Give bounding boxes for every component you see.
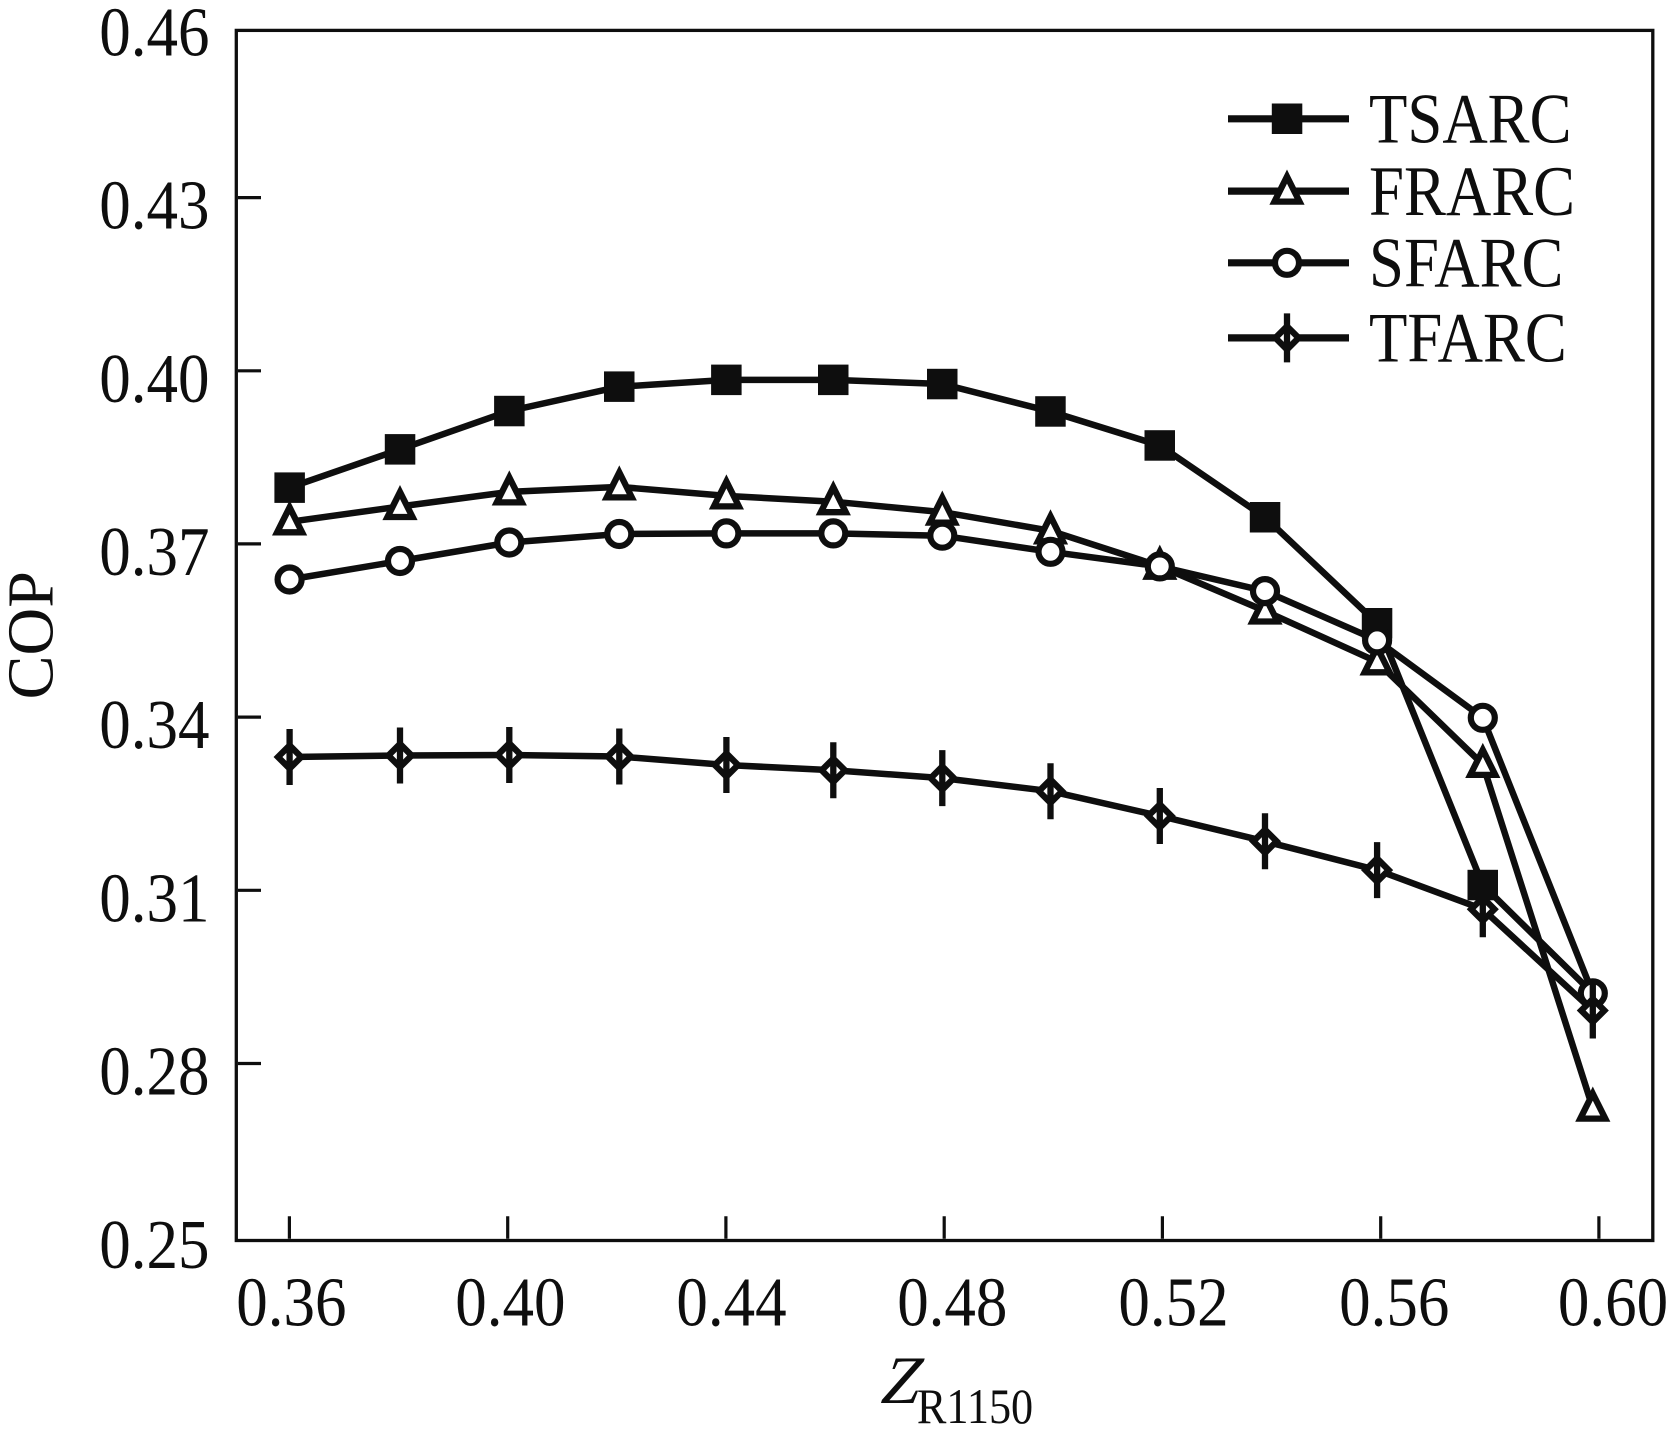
- svg-text:0.37: 0.37: [99, 514, 209, 591]
- svg-text:0.40: 0.40: [455, 1265, 565, 1342]
- svg-text:0.44: 0.44: [676, 1265, 786, 1342]
- svg-text:0.52: 0.52: [1118, 1265, 1228, 1342]
- svg-text:0.43: 0.43: [99, 168, 209, 245]
- svg-text:TSARC: TSARC: [1369, 79, 1572, 158]
- svg-text:0.56: 0.56: [1339, 1265, 1449, 1342]
- svg-text:FRARC: FRARC: [1369, 151, 1575, 230]
- svg-text:0.48: 0.48: [897, 1265, 1007, 1342]
- svg-text:0.28: 0.28: [99, 1034, 209, 1111]
- svg-text:0.34: 0.34: [99, 687, 209, 764]
- svg-text:SFARC: SFARC: [1369, 223, 1563, 302]
- svg-text:0.31: 0.31: [99, 860, 209, 937]
- svg-text:0.40: 0.40: [99, 341, 209, 418]
- svg-text:0.46: 0.46: [99, 0, 209, 71]
- svg-text:TFARC: TFARC: [1369, 298, 1567, 377]
- svg-text:0.36: 0.36: [236, 1265, 346, 1342]
- svg-text:COP: COP: [0, 571, 68, 699]
- svg-text:0.25: 0.25: [99, 1207, 209, 1284]
- svg-text:R1150: R1150: [917, 1380, 1033, 1435]
- svg-text:0.60: 0.60: [1558, 1265, 1668, 1342]
